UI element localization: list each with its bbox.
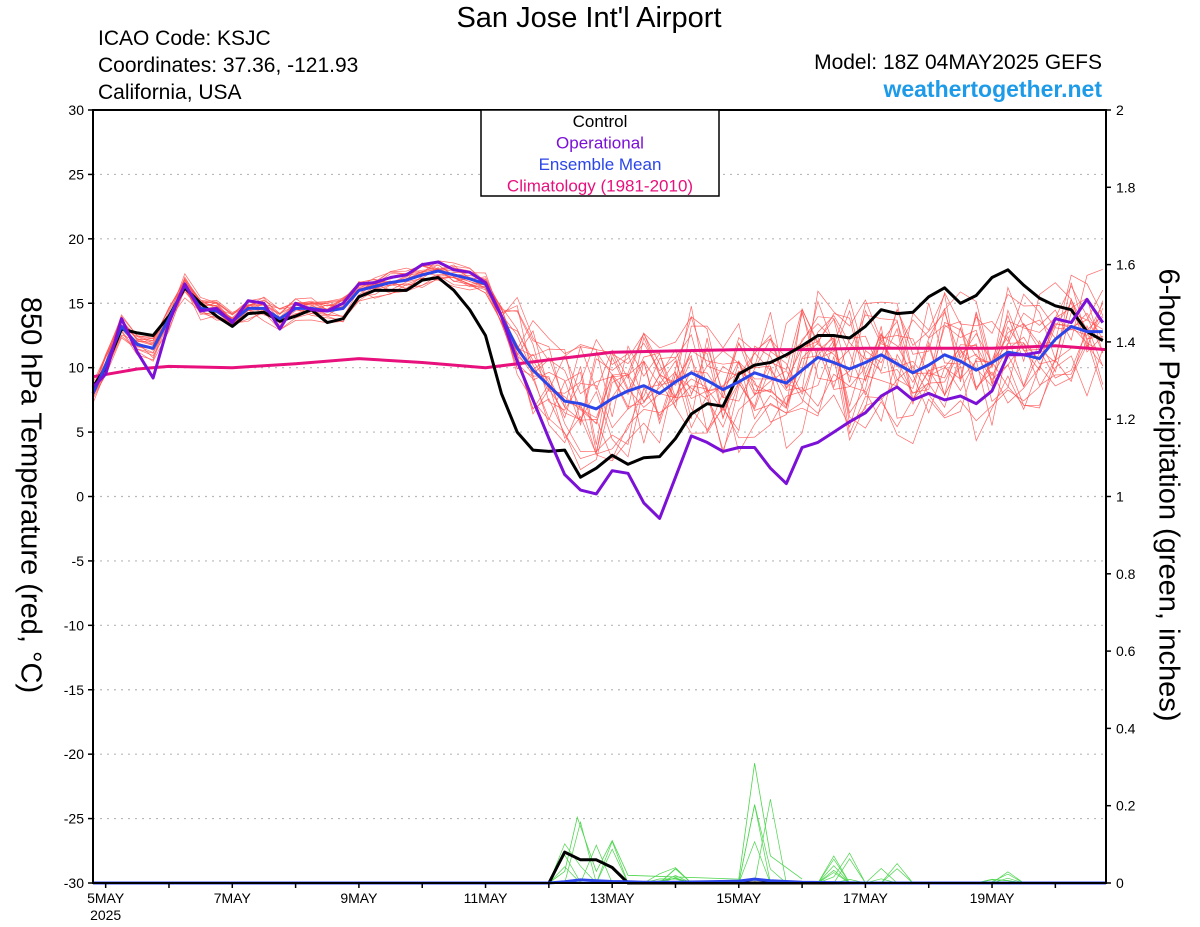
coordinates: Coordinates: 37.36, -121.93 <box>98 54 359 77</box>
axes: 302520151050-5-10-15-20-25-3021.81.61.41… <box>64 102 1136 923</box>
legend-entry: Climatology (1981-2010) <box>507 177 693 196</box>
y-tick-label: -10 <box>64 617 84 633</box>
y-tick-label: 25 <box>68 166 84 182</box>
x-tick-label: 19MAY <box>970 890 1016 906</box>
ensemble-member-line <box>92 267 1104 455</box>
ensemble-member-line <box>92 265 1104 404</box>
grid <box>93 173 1106 820</box>
ensemble-member-line <box>92 272 1104 445</box>
y2-tick-label: 1.4 <box>1116 334 1136 350</box>
ensemble-member-line <box>92 264 1104 409</box>
page-title: San Jose Int'l Airport <box>456 2 722 34</box>
operational-line <box>91 260 1105 520</box>
y2-tick-label: 0.2 <box>1116 798 1136 814</box>
ensemble-member-line <box>92 260 1104 423</box>
x-tick-label: 11MAY <box>464 890 508 906</box>
legend: Control Operational Ensemble Mean Climatolo… <box>480 109 720 197</box>
precip-member-line <box>548 799 1103 884</box>
y-tick-label: 20 <box>68 231 84 247</box>
icao-code: ICAO Code: KSJC <box>98 27 271 50</box>
y-axis-right-label: 6-hour Precipitation (green, inches) <box>1152 268 1185 722</box>
ensemble-member-line <box>92 264 1103 425</box>
y-tick-label: 30 <box>68 102 84 118</box>
x-tick-sublabel: 2025 <box>90 907 121 923</box>
x-tick-label: 7MAY <box>214 890 252 906</box>
y-tick-label: -30 <box>64 875 84 891</box>
y-tick-label: 5 <box>76 424 84 440</box>
x-tick-label: 17MAY <box>843 890 889 906</box>
x-tick-label: 13MAY <box>590 890 636 906</box>
ensemble-mean-line <box>91 269 1103 411</box>
y2-tick-label: 0.6 <box>1116 643 1136 659</box>
y2-tick-label: 1.8 <box>1116 179 1136 195</box>
y-tick-label: -20 <box>64 746 84 762</box>
precip-member-line <box>548 843 1103 884</box>
ensemble-member-line <box>92 273 1104 452</box>
y-tick-label: -15 <box>64 682 84 698</box>
ensemble-member-line <box>92 264 1104 417</box>
x-tick-label: 9MAY <box>340 890 378 906</box>
y2-tick-label: 1 <box>1116 489 1124 505</box>
y2-tick-label: 2 <box>1116 102 1124 118</box>
y2-tick-label: 0.8 <box>1116 566 1136 582</box>
climatology-line <box>92 344 1107 379</box>
y-tick-label: 15 <box>68 295 84 311</box>
site-link[interactable]: weathertogether.net <box>883 76 1102 102</box>
legend-entry: Operational <box>556 134 644 153</box>
legend-box <box>480 109 720 197</box>
y2-tick-label: 1.2 <box>1116 411 1136 427</box>
y-tick-label: -25 <box>64 811 84 827</box>
control-precip-line <box>93 850 1106 885</box>
precip-member-line <box>548 855 1103 884</box>
region: California, USA <box>98 81 242 104</box>
precip-member-line <box>548 763 803 884</box>
x-tick-label: 5MAY <box>87 890 125 906</box>
ensemble-member-line <box>92 274 1103 471</box>
y-axis-left-label: 850 hPa Temperature (red, °C) <box>14 296 47 694</box>
control-line <box>91 268 1104 479</box>
y2-tick-label: 0.4 <box>1116 720 1136 736</box>
y-tick-label: 0 <box>76 489 84 505</box>
model-run: Model: 18Z 04MAY2025 GEFS <box>814 51 1102 74</box>
y2-tick-label: 0 <box>1116 875 1124 891</box>
legend-entry: Ensemble Mean <box>539 155 662 174</box>
y2-tick-label: 1.6 <box>1116 257 1136 273</box>
x-tick-label: 15MAY <box>716 890 762 906</box>
legend-entry: Control <box>573 112 628 131</box>
y-tick-label: -5 <box>72 553 85 569</box>
y-tick-label: 10 <box>68 360 84 376</box>
ensemble-member-line <box>92 276 1104 453</box>
